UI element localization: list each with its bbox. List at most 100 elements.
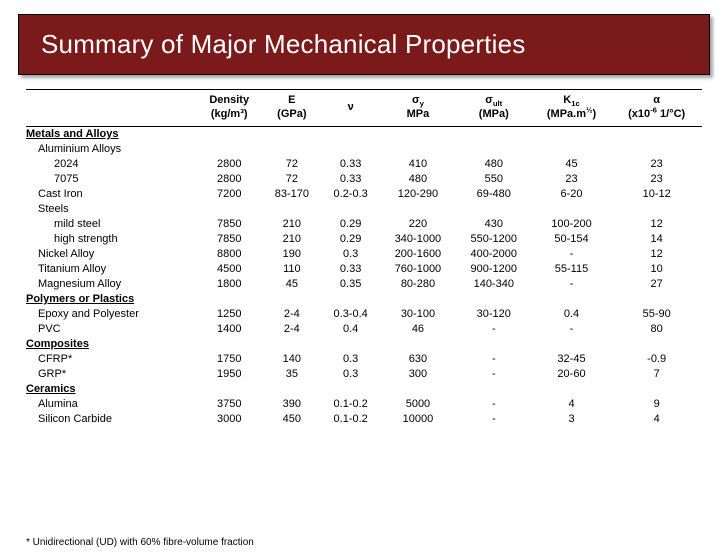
cell: 72 <box>262 172 321 187</box>
cell: 400-2000 <box>456 247 532 262</box>
table-row: Steels <box>26 202 702 217</box>
cell: 1950 <box>196 367 262 382</box>
table-row: Polymers or Plastics <box>26 292 702 307</box>
cell: 35 <box>262 367 321 382</box>
table-row: Nickel Alloy88001900.3200-1600400-2000-1… <box>26 247 702 262</box>
cell: 55-115 <box>532 262 612 277</box>
cell: 0.2-0.3 <box>321 187 380 202</box>
cell <box>456 142 532 157</box>
table-row: high strength78502100.29340-1000550-1200… <box>26 232 702 247</box>
cell: 0.1-0.2 <box>321 412 380 427</box>
cell <box>532 126 612 142</box>
footnote: * Unidirectional (UD) with 60% fibre-vol… <box>26 537 254 548</box>
cell: 23 <box>611 172 702 187</box>
cell: 72 <box>262 157 321 172</box>
cell: 4 <box>532 397 612 412</box>
cell: 0.29 <box>321 232 380 247</box>
cell: 55-90 <box>611 307 702 322</box>
cell <box>611 382 702 397</box>
cell <box>456 337 532 352</box>
cell: 83-170 <box>262 187 321 202</box>
cell <box>456 126 532 142</box>
cell: 140-340 <box>456 277 532 292</box>
cell: 2800 <box>196 157 262 172</box>
cell <box>321 382 380 397</box>
cell: 900-1200 <box>456 262 532 277</box>
cell: 0.3 <box>321 247 380 262</box>
cell: 0.1-0.2 <box>321 397 380 412</box>
cell: 3 <box>532 412 612 427</box>
row-label: mild steel <box>26 217 196 232</box>
cell <box>611 126 702 142</box>
cell <box>611 202 702 217</box>
cell <box>456 202 532 217</box>
cell: 550 <box>456 172 532 187</box>
properties-table-container: Density (kg/m³) E (GPa) ν σy MPa <box>26 89 702 427</box>
cell <box>262 292 321 307</box>
cell <box>456 292 532 307</box>
cell: 0.4 <box>532 307 612 322</box>
table-row: Magnesium Alloy1800450.3580-280140-340-2… <box>26 277 702 292</box>
table-row: mild steel78502100.29220430100-20012 <box>26 217 702 232</box>
row-label: 2024 <box>26 157 196 172</box>
slide: Summary of Major Mechanical Properties D… <box>0 14 728 560</box>
cell: 30-120 <box>456 307 532 322</box>
cell <box>611 337 702 352</box>
row-label: Silicon Carbide <box>26 412 196 427</box>
col-yield-stress: σy MPa <box>380 90 456 127</box>
cell: 0.4 <box>321 322 380 337</box>
cell <box>321 142 380 157</box>
col-thermal-expansion: α (x10-6 1/°C) <box>611 90 702 127</box>
col-ultimate-stress: σult (MPa) <box>456 90 532 127</box>
cell: 450 <box>262 412 321 427</box>
table-row: Composites <box>26 337 702 352</box>
cell: - <box>532 277 612 292</box>
table-row: Epoxy and Polyester12502-40.3-0.430-1003… <box>26 307 702 322</box>
row-label: high strength <box>26 232 196 247</box>
cell <box>532 142 612 157</box>
cell <box>262 382 321 397</box>
row-label: Cast Iron <box>26 187 196 202</box>
cell: 80-280 <box>380 277 456 292</box>
cell <box>262 202 321 217</box>
cell: 69-480 <box>456 187 532 202</box>
cell: 4 <box>611 412 702 427</box>
cell: - <box>456 397 532 412</box>
cell: 10000 <box>380 412 456 427</box>
table-row: Metals and Alloys <box>26 126 702 142</box>
cell <box>196 382 262 397</box>
cell: 390 <box>262 397 321 412</box>
cell: 23 <box>532 172 612 187</box>
cell <box>380 126 456 142</box>
cell <box>611 292 702 307</box>
title-bar: Summary of Major Mechanical Properties <box>18 14 710 75</box>
cell: 7200 <box>196 187 262 202</box>
cell: 46 <box>380 322 456 337</box>
cell: 120-290 <box>380 187 456 202</box>
cell: - <box>456 367 532 382</box>
cell: 140 <box>262 352 321 367</box>
cell <box>321 126 380 142</box>
cell: - <box>456 322 532 337</box>
table-row: Alumina37503900.1-0.25000-49 <box>26 397 702 412</box>
col-density: Density (kg/m³) <box>196 90 262 127</box>
cell: - <box>532 322 612 337</box>
row-label: Nickel Alloy <box>26 247 196 262</box>
cell <box>196 337 262 352</box>
cell: 210 <box>262 217 321 232</box>
cell <box>196 142 262 157</box>
cell: 1750 <box>196 352 262 367</box>
cell: 760-1000 <box>380 262 456 277</box>
cell <box>380 142 456 157</box>
cell <box>262 142 321 157</box>
cell: 550-1200 <box>456 232 532 247</box>
cell <box>196 292 262 307</box>
row-label: GRP* <box>26 367 196 382</box>
cell <box>321 202 380 217</box>
cell: 200-1600 <box>380 247 456 262</box>
cell: 4500 <box>196 262 262 277</box>
cell: 12 <box>611 247 702 262</box>
cell: - <box>456 352 532 367</box>
cell: 20-60 <box>532 367 612 382</box>
cell: 7 <box>611 367 702 382</box>
